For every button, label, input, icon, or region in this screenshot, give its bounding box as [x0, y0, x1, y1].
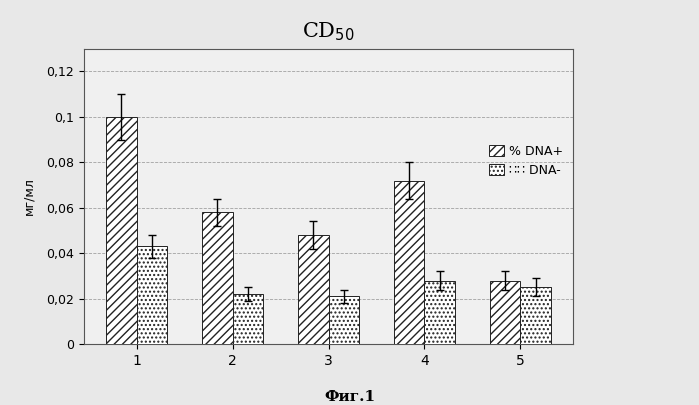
Legend: % DNA+, ∷∷ DNA-: % DNA+, ∷∷ DNA-: [485, 141, 567, 181]
Text: Фиг.1: Фиг.1: [324, 390, 375, 404]
Bar: [233, 294, 264, 344]
Title: CD$_{50}$: CD$_{50}$: [302, 21, 355, 43]
Y-axis label: мг/мл: мг/мл: [22, 177, 35, 215]
Bar: [520, 288, 551, 344]
Bar: [298, 235, 329, 344]
Bar: [489, 281, 520, 344]
Bar: [424, 281, 455, 344]
Bar: [106, 117, 137, 344]
Bar: [329, 296, 359, 344]
Bar: [137, 247, 168, 344]
Bar: [394, 181, 424, 344]
Bar: [202, 212, 233, 344]
